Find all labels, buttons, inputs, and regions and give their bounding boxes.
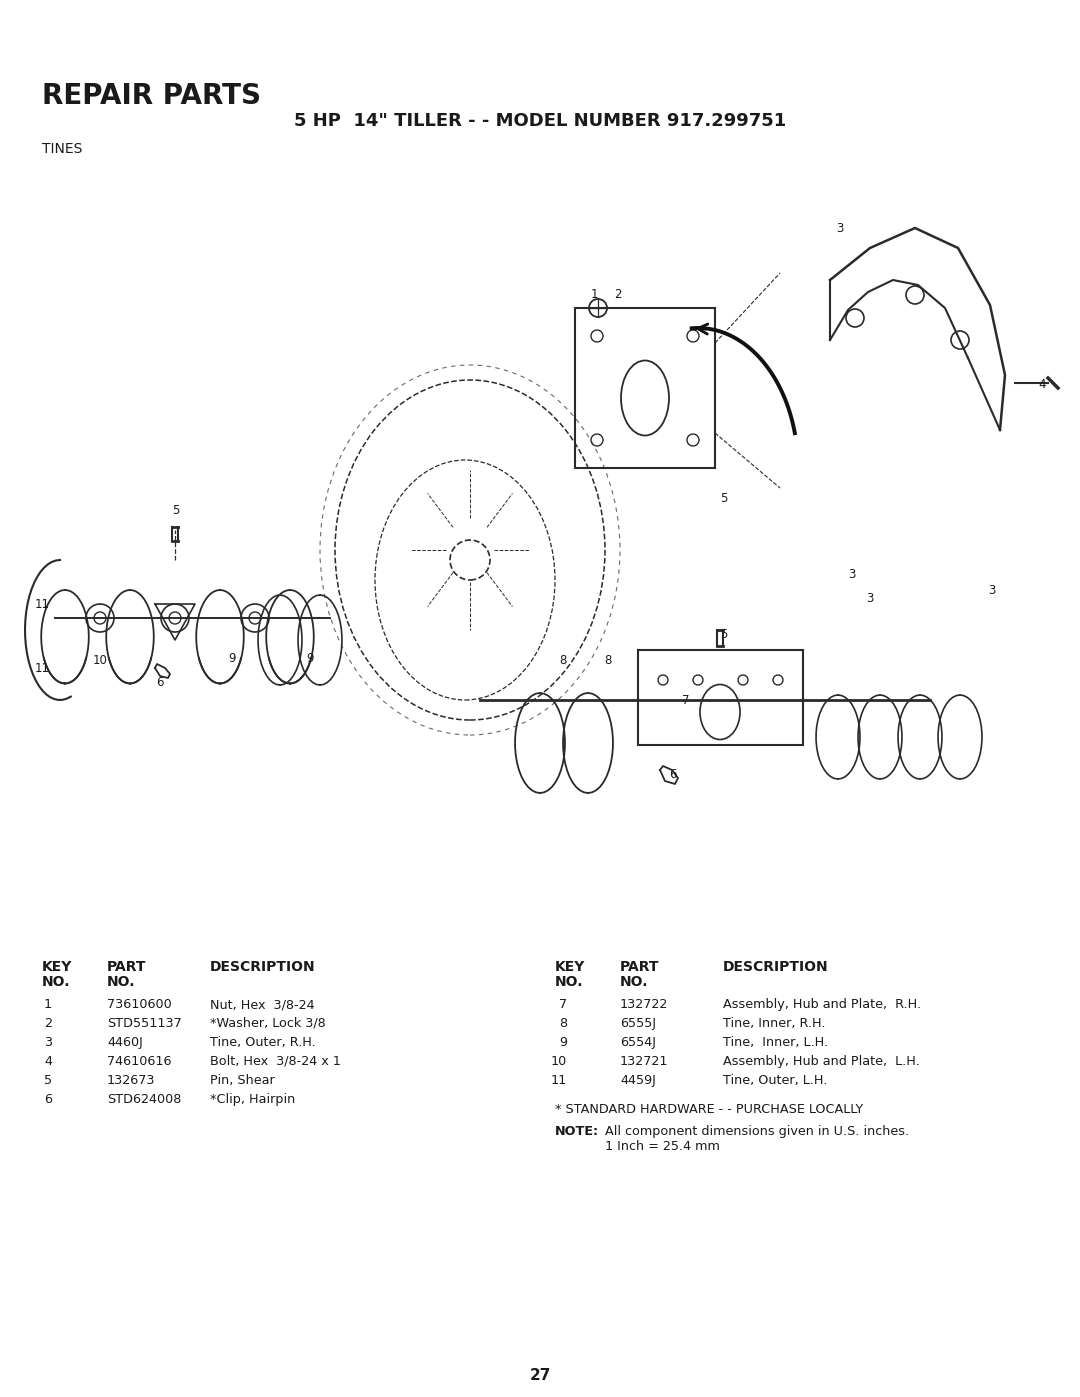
Text: DESCRIPTION: DESCRIPTION bbox=[210, 960, 315, 974]
Text: Tine,  Inner, L.H.: Tine, Inner, L.H. bbox=[723, 1037, 828, 1049]
Text: 3: 3 bbox=[866, 591, 874, 605]
Text: 27: 27 bbox=[529, 1368, 551, 1383]
Text: 2: 2 bbox=[44, 1017, 52, 1030]
Text: Pin, Shear: Pin, Shear bbox=[210, 1074, 274, 1087]
Text: 9: 9 bbox=[307, 651, 314, 665]
Text: PART: PART bbox=[620, 960, 660, 974]
Text: PART: PART bbox=[107, 960, 147, 974]
Text: STD624008: STD624008 bbox=[107, 1092, 181, 1106]
Text: NO.: NO. bbox=[555, 975, 583, 989]
Text: 132722: 132722 bbox=[620, 997, 669, 1011]
Text: 4: 4 bbox=[1038, 379, 1045, 391]
Text: Assembly, Hub and Plate,  L.H.: Assembly, Hub and Plate, L.H. bbox=[723, 1055, 920, 1067]
Text: DESCRIPTION: DESCRIPTION bbox=[723, 960, 828, 974]
Text: NO.: NO. bbox=[42, 975, 70, 989]
Text: 1: 1 bbox=[44, 997, 52, 1011]
Text: All component dimensions given in U.S. inches.: All component dimensions given in U.S. i… bbox=[605, 1125, 909, 1139]
Text: 73610600: 73610600 bbox=[107, 997, 172, 1011]
Text: 9: 9 bbox=[559, 1037, 567, 1049]
Text: 8: 8 bbox=[558, 1017, 567, 1030]
Bar bbox=[575, 307, 715, 468]
Text: 3: 3 bbox=[988, 584, 996, 597]
Text: 1 Inch = 25.4 mm: 1 Inch = 25.4 mm bbox=[605, 1140, 720, 1153]
Text: Tine, Outer, L.H.: Tine, Outer, L.H. bbox=[723, 1074, 827, 1087]
Text: Nut, Hex  3/8-24: Nut, Hex 3/8-24 bbox=[210, 997, 314, 1011]
Text: 4459J: 4459J bbox=[620, 1074, 656, 1087]
Text: 7: 7 bbox=[558, 997, 567, 1011]
Text: 6: 6 bbox=[157, 676, 164, 690]
Text: Tine, Outer, R.H.: Tine, Outer, R.H. bbox=[210, 1037, 315, 1049]
Text: 5: 5 bbox=[173, 503, 179, 517]
Text: KEY: KEY bbox=[42, 960, 72, 974]
Text: Assembly, Hub and Plate,  R.H.: Assembly, Hub and Plate, R.H. bbox=[723, 997, 921, 1011]
Text: 2: 2 bbox=[615, 289, 622, 302]
Text: TINES: TINES bbox=[42, 142, 82, 156]
Text: 11: 11 bbox=[35, 662, 50, 675]
Text: *Clip, Hairpin: *Clip, Hairpin bbox=[210, 1092, 295, 1106]
Text: NOTE:: NOTE: bbox=[555, 1125, 599, 1139]
Text: 8: 8 bbox=[605, 654, 611, 666]
Text: 11: 11 bbox=[551, 1074, 567, 1087]
Text: 5: 5 bbox=[720, 492, 728, 504]
Text: 1: 1 bbox=[591, 289, 597, 302]
Text: *Washer, Lock 3/8: *Washer, Lock 3/8 bbox=[210, 1017, 326, 1030]
Text: 10: 10 bbox=[93, 654, 107, 666]
Text: 3: 3 bbox=[848, 569, 855, 581]
Text: * STANDARD HARDWARE - - PURCHASE LOCALLY: * STANDARD HARDWARE - - PURCHASE LOCALLY bbox=[555, 1104, 863, 1116]
Text: Tine, Inner, R.H.: Tine, Inner, R.H. bbox=[723, 1017, 825, 1030]
Text: 5 HP  14" TILLER - - MODEL NUMBER 917.299751: 5 HP 14" TILLER - - MODEL NUMBER 917.299… bbox=[294, 112, 786, 130]
Text: 11: 11 bbox=[35, 598, 50, 612]
Text: STD551137: STD551137 bbox=[107, 1017, 181, 1030]
Text: 9: 9 bbox=[228, 651, 235, 665]
Text: REPAIR PARTS: REPAIR PARTS bbox=[42, 82, 261, 110]
Text: NO.: NO. bbox=[620, 975, 648, 989]
Text: 6: 6 bbox=[44, 1092, 52, 1106]
Text: 6554J: 6554J bbox=[620, 1037, 656, 1049]
Text: 10: 10 bbox=[551, 1055, 567, 1067]
Text: 4460J: 4460J bbox=[107, 1037, 143, 1049]
Text: 5: 5 bbox=[720, 629, 728, 641]
Bar bbox=[638, 650, 804, 745]
Text: 74610616: 74610616 bbox=[107, 1055, 172, 1067]
Text: 5: 5 bbox=[44, 1074, 52, 1087]
Text: 6: 6 bbox=[670, 768, 677, 781]
Text: 132721: 132721 bbox=[620, 1055, 669, 1067]
Text: 6555J: 6555J bbox=[620, 1017, 657, 1030]
Text: NO.: NO. bbox=[107, 975, 135, 989]
Text: 7: 7 bbox=[683, 693, 690, 707]
Text: 4: 4 bbox=[44, 1055, 52, 1067]
Text: 132673: 132673 bbox=[107, 1074, 156, 1087]
Text: 3: 3 bbox=[44, 1037, 52, 1049]
Text: Bolt, Hex  3/8-24 x 1: Bolt, Hex 3/8-24 x 1 bbox=[210, 1055, 341, 1067]
Text: KEY: KEY bbox=[555, 960, 585, 974]
Text: 8: 8 bbox=[559, 654, 567, 666]
Text: 3: 3 bbox=[836, 222, 843, 235]
